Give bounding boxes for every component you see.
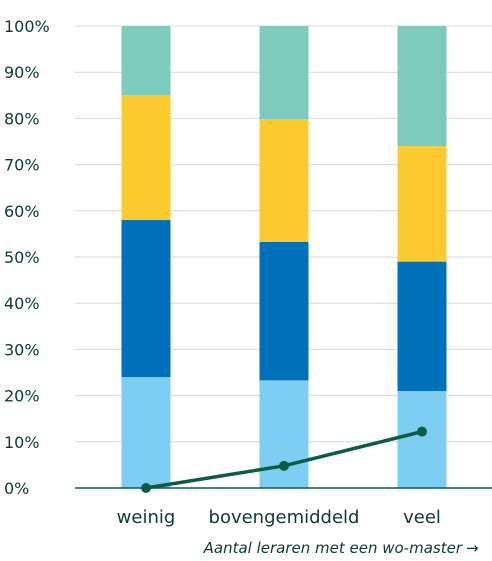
x-axis-categories: weinig bovengemiddeld veel bbox=[117, 507, 441, 528]
bar-segment bbox=[122, 95, 171, 220]
bars bbox=[122, 26, 447, 488]
y-tick-label: 90% bbox=[4, 63, 40, 82]
bar-segment bbox=[398, 26, 447, 146]
x-axis-label: Aantal leraren met een wo-master bbox=[203, 539, 463, 557]
bar-segment bbox=[398, 146, 447, 262]
x-category-label: bovengemiddeld bbox=[209, 507, 360, 528]
x-category-label: veel bbox=[403, 507, 441, 528]
bar-segment bbox=[260, 242, 309, 381]
bar-segment bbox=[398, 262, 447, 391]
y-tick-label: 40% bbox=[4, 294, 40, 313]
line-point bbox=[417, 427, 427, 437]
bar-segment bbox=[398, 391, 447, 488]
bar-segment bbox=[122, 220, 171, 377]
y-tick-label: 20% bbox=[4, 387, 40, 406]
bar-segment bbox=[122, 377, 171, 488]
bar-segment bbox=[260, 380, 309, 488]
bar-segment bbox=[260, 26, 309, 119]
line-point bbox=[279, 461, 289, 471]
y-tick-label: 80% bbox=[4, 109, 40, 128]
y-tick-label: 30% bbox=[4, 340, 40, 359]
bar-segment bbox=[122, 26, 171, 95]
y-tick-label: 0% bbox=[4, 479, 29, 498]
y-tick-label: 100% bbox=[4, 17, 50, 36]
y-tick-label: 50% bbox=[4, 248, 40, 267]
y-tick-label: 70% bbox=[4, 156, 40, 175]
y-tick-label: 60% bbox=[4, 202, 40, 221]
y-axis-ticks: 0% 10% 20% 30% 40% 50% 60% 70% 80% 90% 100% bbox=[4, 17, 50, 498]
x-axis-arrow: → bbox=[466, 539, 479, 557]
x-category-label: weinig bbox=[117, 507, 176, 528]
line-point bbox=[141, 483, 151, 493]
y-tick-label: 10% bbox=[4, 433, 40, 452]
bar-segment bbox=[260, 119, 309, 241]
